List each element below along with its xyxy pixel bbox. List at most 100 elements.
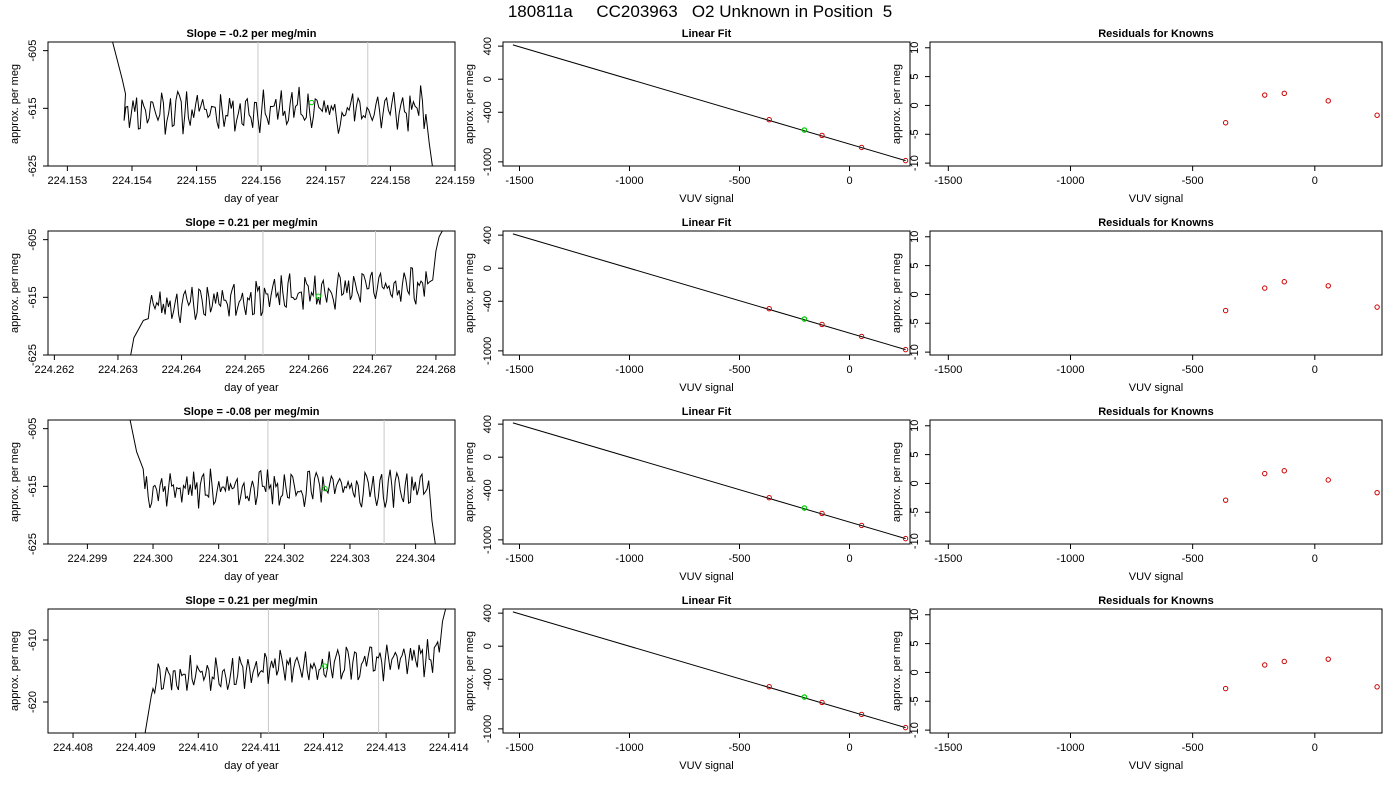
x-tick-label: 0 <box>1312 175 1318 187</box>
x-tick-label: 224.263 <box>98 364 138 376</box>
known-point <box>1281 468 1287 474</box>
plot-area <box>1222 656 1380 692</box>
x-tick-label: -1000 <box>615 553 643 565</box>
fit-line <box>512 422 906 540</box>
known-point <box>1222 307 1229 314</box>
panel-r4-time: Slope = 0.21 per meg/min 224.408 224.409 22… <box>9 595 469 772</box>
y-tick-label: -625 <box>27 344 39 366</box>
known-point <box>1325 656 1331 662</box>
y-tick-label: -400 <box>482 668 494 690</box>
figure-title: 180811a CC203963 O2 Unknown in Position … <box>507 2 893 21</box>
plot-frame <box>502 608 911 734</box>
x-tick-label: -500 <box>1182 553 1204 565</box>
plot-area <box>512 233 909 353</box>
panel-r2-resid: Residuals for Knowns -1500 -1000 -500 0 10 5 0 -… <box>891 217 1383 394</box>
known-point <box>902 346 909 353</box>
x-tick-label: 0 <box>1312 742 1318 754</box>
y-tick-label: -605 <box>27 418 39 440</box>
unknown-marker <box>308 99 315 106</box>
known-point <box>1262 470 1268 477</box>
plot-area <box>512 44 909 164</box>
y-tick-label: 0 <box>909 291 921 297</box>
x-tick-label: 224.408 <box>53 742 93 754</box>
x-tick-label: -1500 <box>505 364 533 376</box>
known-point <box>819 132 825 139</box>
y-tick-label: -1000 <box>482 526 494 554</box>
y-tick-label: 5 <box>909 263 921 269</box>
panel-r4-fit: Linear Fit -1500 -1000 -500 0 400 0 -400 -1000 VU… <box>464 595 911 772</box>
known-point <box>902 724 909 731</box>
y-tick-label: -400 <box>482 101 494 123</box>
x-tick-label: -1000 <box>615 742 643 754</box>
x-tick-label: 224.153 <box>47 175 87 187</box>
panel-r2-fit: Linear Fit -1500 -1000 -500 0 400 0 -400 -1000 VU… <box>464 217 911 394</box>
x-tick-label: 224.303 <box>330 553 370 565</box>
x-tick-label: 224.157 <box>306 175 346 187</box>
x-tick-label: -1000 <box>1056 364 1084 376</box>
y-tick-label: -5 <box>909 507 921 517</box>
plot-area <box>1222 279 1380 314</box>
x-tick-label: 224.299 <box>68 553 108 565</box>
known-point <box>1281 90 1287 97</box>
unknown-point <box>801 316 808 322</box>
y-tick-label: 400 <box>482 37 494 55</box>
y-tick-label: 400 <box>482 226 494 244</box>
panel-title: Slope = -0.2 per meg/min <box>187 28 317 40</box>
y-tick-label: -10 <box>909 155 921 171</box>
y-tick-label: 5 <box>909 452 921 458</box>
x-tick-label: 0 <box>1312 553 1318 565</box>
fit-line <box>512 611 906 729</box>
known-point <box>819 699 825 706</box>
y-axis-label: approx. per meg <box>9 442 21 522</box>
x-tick-label: -500 <box>1182 742 1204 754</box>
plot-frame <box>47 41 456 167</box>
known-point <box>766 117 772 123</box>
y-axis-label: approx. per meg <box>464 253 476 333</box>
y-tick-label: 10 <box>909 231 921 243</box>
x-tick-label: 224.159 <box>435 175 475 187</box>
x-tick-label: 0 <box>846 175 852 187</box>
y-tick-label: -1000 <box>482 715 494 743</box>
unknown-point <box>801 505 808 511</box>
y-tick-label: 10 <box>909 420 921 432</box>
y-tick-label: -400 <box>482 479 494 501</box>
y-tick-label: -10 <box>909 722 921 738</box>
known-point <box>1262 92 1268 98</box>
x-tick-label: -1000 <box>615 175 643 187</box>
x-tick-label: 224.410 <box>178 742 218 754</box>
panel-title: Slope = -0.08 per meg/min <box>183 406 319 418</box>
y-tick-label: 0 <box>909 102 921 108</box>
x-axis-label: day of year <box>224 760 279 772</box>
y-tick-label: -400 <box>482 290 494 312</box>
panel-title: Residuals for Knowns <box>1098 595 1214 607</box>
panel-title: Slope = 0.21 per meg/min <box>185 595 318 607</box>
known-point <box>766 684 772 690</box>
x-tick-label: 224.156 <box>241 175 281 187</box>
known-point <box>858 711 865 718</box>
y-tick-label: -615 <box>27 97 39 119</box>
y-axis-label: approx. per meg <box>891 253 903 333</box>
y-tick-label: -605 <box>27 40 39 62</box>
y-axis-label: approx. per meg <box>891 631 903 711</box>
plot-frame <box>47 230 456 356</box>
y-tick-label: 0 <box>482 454 494 460</box>
x-tick-label: -1000 <box>615 364 643 376</box>
plot-frame <box>929 419 1383 545</box>
plot-frame <box>502 230 911 356</box>
y-tick-label: 5 <box>909 74 921 80</box>
plot-frame <box>502 41 911 167</box>
x-tick-label: 224.154 <box>112 175 152 187</box>
y-axis-label: approx. per meg <box>464 631 476 711</box>
y-tick-label: -615 <box>27 286 39 308</box>
x-axis-label: day of year <box>224 193 279 205</box>
x-tick-label: -1500 <box>934 742 962 754</box>
x-tick-label: 224.268 <box>416 364 456 376</box>
x-tick-label: 0 <box>846 553 852 565</box>
y-tick-label: -1000 <box>482 337 494 365</box>
plot-area <box>512 611 909 731</box>
unknown-point <box>801 694 808 700</box>
panel-title: Slope = 0.21 per meg/min <box>185 217 318 229</box>
known-point <box>1325 283 1331 289</box>
x-tick-label: 0 <box>846 742 852 754</box>
